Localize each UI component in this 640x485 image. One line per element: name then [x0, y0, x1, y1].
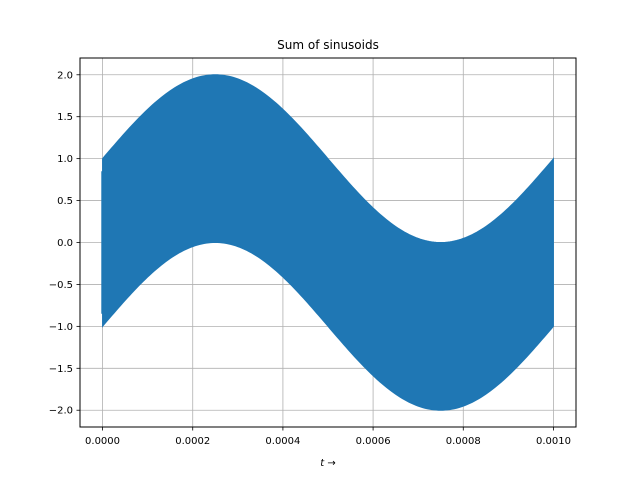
y-tick-label: 0.5 — [57, 196, 73, 207]
y-tick-label: −0.5 — [49, 280, 73, 291]
x-ticks: 0.0000 0.0002 0.0004 0.0006 0.0008 0.0010 — [85, 427, 571, 447]
y-tick-label: −2.0 — [49, 406, 73, 417]
x-tick-label: 0.0010 — [536, 436, 571, 447]
x-tick-label: 0.0008 — [446, 436, 481, 447]
x-tick-label: 0.0006 — [356, 436, 391, 447]
x-axis-label: t → — [320, 458, 335, 469]
x-tick-label: 0.0000 — [85, 436, 120, 447]
series-band — [102, 74, 554, 411]
y-tick-label: 1.0 — [57, 154, 73, 165]
y-tick-label: 2.0 — [57, 70, 73, 81]
y-tick-label: −1.5 — [49, 364, 73, 375]
y-ticks: 2.0 1.5 1.0 0.5 0.0 −0.5 −1.0 −1.5 −2.0 — [49, 70, 80, 417]
y-tick-label: 0.0 — [57, 238, 73, 249]
x-tick-label: 0.0004 — [265, 436, 300, 447]
chart-title: Sum of sinusoids — [277, 38, 379, 52]
y-tick-label: 1.5 — [57, 112, 73, 123]
plot-area — [101, 74, 554, 411]
y-tick-label: −1.0 — [49, 322, 73, 333]
x-tick-label: 0.0002 — [175, 436, 210, 447]
